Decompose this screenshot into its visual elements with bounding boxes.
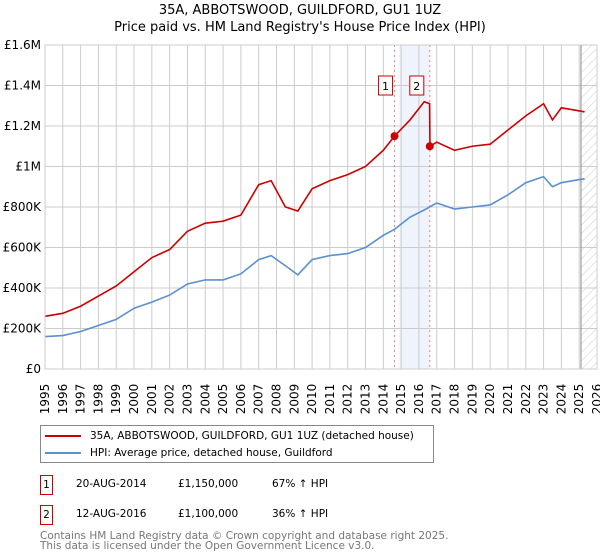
legend-item-hpi: HPI: Average price, detached house, Guil…: [45, 447, 333, 459]
legend-swatch-red: [45, 435, 81, 437]
footer-copyright: Contains HM Land Registry data © Crown c…: [40, 530, 449, 542]
x-tick-label: 2022: [519, 384, 533, 415]
x-tick-label: 2013: [359, 384, 373, 415]
legend-label: 35A, ABBOTSWOOD, GUILDFORD, GU1 1UZ (det…: [90, 430, 414, 442]
x-tick-label: 2004: [198, 384, 212, 415]
sale-date: 12-AUG-2016: [76, 508, 147, 520]
sale-price: £1,100,000: [178, 508, 239, 520]
x-tick-label: 2026: [590, 384, 600, 415]
sale-badge: 1: [40, 475, 53, 495]
legend-item-property: 35A, ABBOTSWOOD, GUILDFORD, GU1 1UZ (det…: [45, 430, 414, 442]
plot-frame: [44, 44, 598, 370]
sale-hpi: 36% ↑ HPI: [272, 508, 329, 520]
x-tick-label: 1998: [91, 384, 105, 415]
sale-label: 2: [413, 80, 420, 93]
legend-label: HPI: Average price, detached house, Guil…: [90, 447, 333, 459]
legend: 35A, ABBOTSWOOD, GUILDFORD, GU1 1UZ (det…: [40, 425, 434, 463]
x-tick-label: 2019: [465, 384, 479, 415]
y-tick-label: £1.6M: [4, 38, 41, 52]
x-tick-label: 2025: [572, 384, 586, 415]
x-tick-label: 2017: [430, 384, 444, 415]
chart-title: 35A, ABBOTSWOOD, GUILDFORD, GU1 1UZ: [158, 3, 442, 18]
price-chart: £0 £200K £400K £600K £800K £1M £1.2M £1.4M £1.6M…: [3, 38, 600, 415]
x-tick-label: 2018: [448, 384, 462, 415]
x-tick-label: 2016: [412, 384, 426, 415]
x-tick-label: 1997: [74, 384, 88, 415]
x-tick-label: 2024: [554, 384, 568, 415]
x-tick-label: 1999: [109, 384, 123, 415]
y-tick-label: £0: [26, 362, 41, 376]
sale-date: 20-AUG-2014: [76, 478, 147, 490]
x-tick-label: 2008: [269, 384, 283, 415]
x-tick-label: 2007: [252, 384, 266, 415]
sale-badge: 2: [40, 505, 53, 525]
hpi-line: [44, 175, 585, 338]
x-tick-label: 1996: [56, 384, 70, 415]
x-tick-label: 2015: [394, 384, 408, 415]
x-tick-label: 2003: [180, 384, 194, 415]
x-tick-label: 2014: [376, 384, 390, 415]
x-tick-label: 2012: [341, 384, 355, 415]
y-tick-label: £1M: [15, 160, 41, 174]
x-tick-label: 2001: [145, 384, 159, 415]
sale-hpi: 67% ↑ HPI: [272, 478, 329, 490]
y-tick-label: £200K: [3, 322, 43, 336]
y-tick-label: £1.2M: [4, 119, 41, 133]
footer-licence: This data is licensed under the Open Gov…: [40, 540, 375, 552]
property-price-line: [44, 100, 585, 318]
x-tick-label: 2002: [163, 384, 177, 415]
sale-label-box: [378, 75, 394, 96]
x-tick-label: 2009: [287, 384, 301, 415]
legend-swatch-blue: [45, 452, 81, 454]
x-tick-label: 2023: [537, 384, 551, 415]
x-tick-label: 1995: [38, 384, 52, 415]
footer: Contains HM Land Registry data © Crown c…: [40, 530, 449, 552]
x-tick-label: 2020: [483, 384, 497, 415]
chart-subtitle: Price paid vs. HM Land Registry's House …: [114, 20, 486, 35]
x-tick-label: 2010: [305, 384, 319, 415]
x-tick-label: 2000: [127, 384, 141, 415]
sale-point: [390, 132, 399, 141]
sale-label-box: [409, 75, 425, 96]
x-tick-label: 2006: [234, 384, 248, 415]
x-tick-label: 2005: [216, 384, 230, 415]
sale-label: 1: [382, 80, 389, 93]
sale-point: [425, 142, 434, 151]
y-tick-label: £1.4M: [4, 79, 41, 93]
x-tick-label: 2021: [501, 384, 515, 415]
y-tick-label: £600K: [3, 241, 43, 255]
sale-price: £1,150,000: [178, 478, 239, 490]
y-tick-label: £400K: [3, 281, 43, 295]
y-tick-label: £800K: [3, 200, 43, 214]
x-tick-label: 2011: [323, 384, 337, 415]
